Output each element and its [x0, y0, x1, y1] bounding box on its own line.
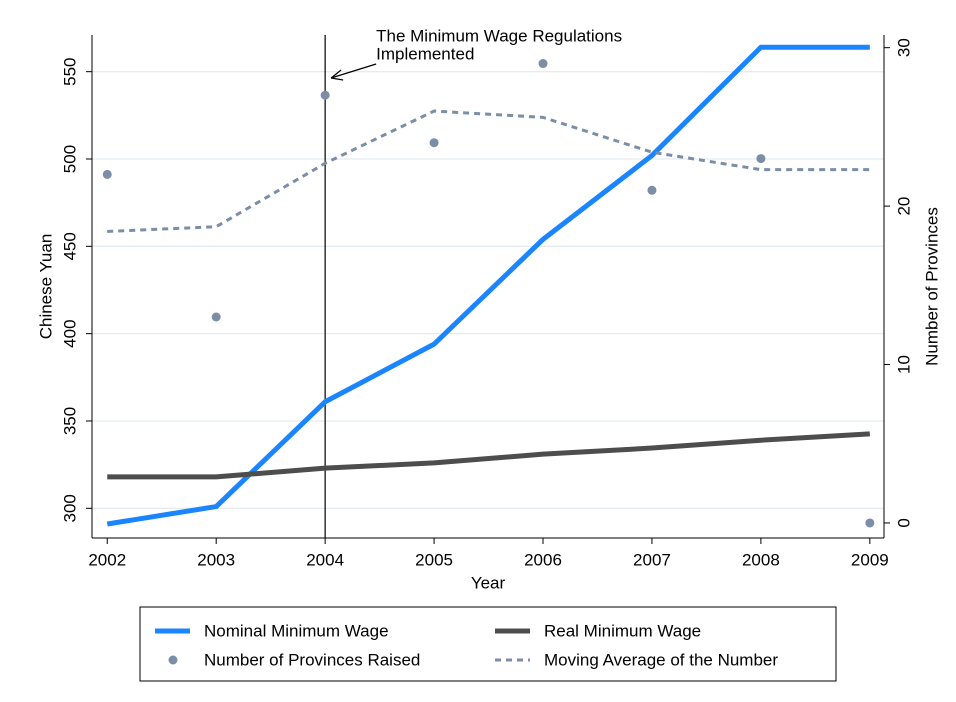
y-tick-label: 300	[61, 494, 80, 522]
y-tick-label: 450	[61, 232, 80, 260]
legend-label: Moving Average of the Number	[544, 651, 778, 670]
point	[756, 154, 766, 164]
annotation-text: The Minimum Wage Regulations	[376, 27, 622, 46]
line	[107, 109, 870, 233]
legend-marker	[168, 655, 178, 665]
legend-label: Number of Provinces Raised	[204, 651, 420, 670]
y-tick-label: 550	[61, 57, 80, 85]
x-tick-label: 2007	[633, 551, 671, 570]
point	[538, 59, 548, 69]
y-axis-label: Chinese Yuan	[37, 234, 56, 340]
x-tick-label: 2002	[88, 551, 126, 570]
annotation-text: Implemented	[376, 45, 474, 64]
point	[102, 169, 112, 179]
point	[865, 518, 875, 528]
x-tick-label: 2005	[415, 551, 453, 570]
point	[320, 90, 330, 100]
legend-label: Nominal Minimum Wage	[204, 622, 389, 641]
point	[211, 312, 221, 322]
y2-tick-label: 20	[895, 197, 914, 216]
line	[107, 431, 870, 480]
y2-tick-label: 30	[895, 38, 914, 57]
arrow-head	[330, 69, 344, 81]
point	[647, 185, 657, 195]
line	[106, 44, 870, 527]
x-tick-label: 2006	[524, 551, 562, 570]
y2-tick-label: 10	[895, 355, 914, 374]
y-tick-label: 350	[61, 407, 80, 435]
y2-axis-label: Number of Provinces	[923, 207, 942, 366]
x-axis-label: Year	[471, 574, 506, 593]
x-tick-label: 2003	[197, 551, 235, 570]
y-tick-label: 500	[61, 145, 80, 173]
y2-tick-label: 0	[895, 518, 914, 527]
x-tick-label: 2004	[306, 551, 344, 570]
legend-label: Real Minimum Wage	[544, 622, 701, 641]
x-tick-label: 2008	[742, 551, 780, 570]
legend-box	[139, 606, 837, 682]
y-tick-label: 400	[61, 319, 80, 347]
x-tick-label: 2009	[851, 551, 889, 570]
annotation-arrow	[330, 63, 377, 79]
point	[429, 138, 439, 148]
